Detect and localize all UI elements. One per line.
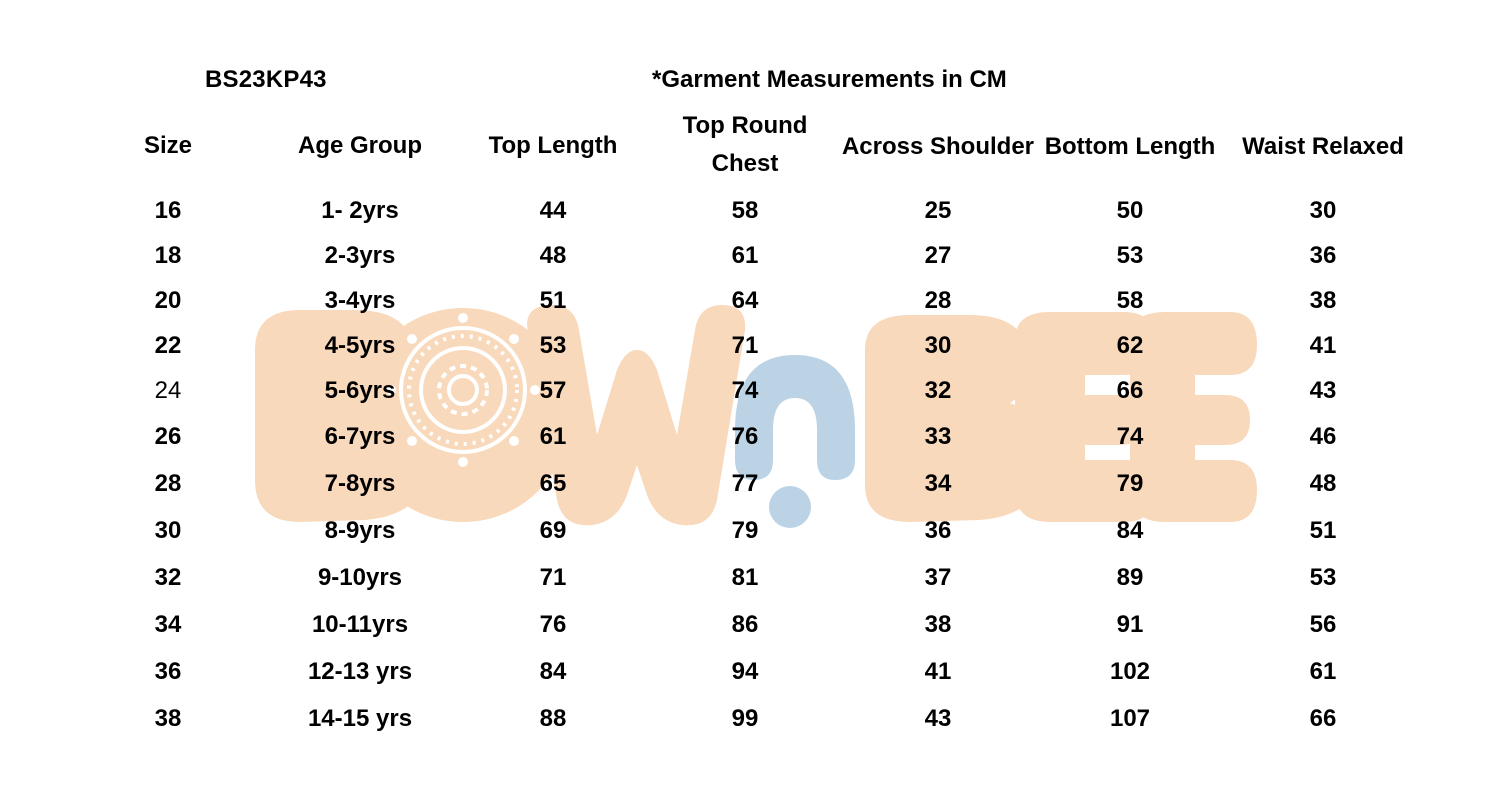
table-cell: 57 <box>539 377 567 404</box>
table-cell: 14-15 yrs <box>307 705 413 732</box>
table-cell: 36 <box>924 517 952 544</box>
table-cell: 33 <box>924 423 952 450</box>
table-cell: 5-6yrs <box>324 377 396 404</box>
table-cell: 34 <box>154 611 182 638</box>
column-header-top-round-chest: Top Round Chest <box>682 112 808 177</box>
table-cell: 28 <box>924 287 952 314</box>
table-cell: 30 <box>924 332 952 359</box>
table-cell: 24 <box>154 377 182 404</box>
table-cell: 25 <box>924 197 952 224</box>
table-cell: 30 <box>154 517 182 544</box>
table-cell: 10-11yrs <box>311 611 409 638</box>
table-cell: 61 <box>731 242 759 269</box>
column-header-size: Size <box>143 132 193 159</box>
table-cell: 58 <box>1116 287 1144 314</box>
table-cell: 91 <box>1116 611 1144 638</box>
table-cell: 88 <box>539 705 567 732</box>
table-cell: 76 <box>731 423 759 450</box>
table-cell: 79 <box>731 517 759 544</box>
table-cell: 20 <box>154 287 182 314</box>
table-cell: 36 <box>154 658 182 685</box>
table-cell: 1- 2yrs <box>321 197 399 224</box>
table-cell: 61 <box>539 423 567 450</box>
table-cell: 79 <box>1116 470 1144 497</box>
table-cell: 84 <box>539 658 567 685</box>
table-cell: 81 <box>731 564 759 591</box>
table-cell: 7-8yrs <box>324 470 396 497</box>
table-cell: 65 <box>539 470 567 497</box>
table-cell: 9-10yrs <box>317 564 403 591</box>
table-cell: 53 <box>1309 564 1337 591</box>
table-cell: 8-9yrs <box>324 517 396 544</box>
table-cell: 41 <box>924 658 952 685</box>
column-header-waist-relaxed: Waist Relaxed <box>1242 133 1404 160</box>
table-cell: 71 <box>731 332 759 359</box>
table-cell: 84 <box>1116 517 1144 544</box>
table-cell: 12-13 yrs <box>307 658 413 685</box>
measurement-unit-note: *Garment Measurements in CM <box>652 66 1007 93</box>
table-cell: 86 <box>731 611 759 638</box>
table-cell: 51 <box>539 287 567 314</box>
table-cell: 46 <box>1309 423 1337 450</box>
table-cell: 30 <box>1309 197 1337 224</box>
table-cell: 53 <box>539 332 567 359</box>
style-code: BS23KP43 <box>205 66 327 93</box>
table-cell: 4-5yrs <box>324 332 396 359</box>
table-cell: 16 <box>154 197 182 224</box>
table-cell: 3-4yrs <box>324 287 396 314</box>
table-cell: 44 <box>539 197 567 224</box>
table-cell: 38 <box>924 611 952 638</box>
table-cell: 6-7yrs <box>324 423 396 450</box>
table-cell: 34 <box>924 470 952 497</box>
column-header-age-group: Age Group <box>298 132 422 159</box>
bownbee-watermark-logo <box>255 305 1257 528</box>
table-cell: 48 <box>539 242 567 269</box>
table-cell: 58 <box>731 197 759 224</box>
table-cell: 43 <box>924 705 952 732</box>
table-cell: 48 <box>1309 470 1337 497</box>
table-cell: 56 <box>1309 611 1337 638</box>
table-cell: 51 <box>1309 517 1337 544</box>
table-cell: 62 <box>1116 332 1144 359</box>
table-cell: 69 <box>539 517 567 544</box>
table-cell: 32 <box>924 377 952 404</box>
table-cell: 107 <box>1109 705 1151 732</box>
table-cell: 26 <box>154 423 182 450</box>
table-cell: 27 <box>924 242 952 269</box>
column-header-top-length: Top Length <box>488 132 618 159</box>
table-cell: 71 <box>539 564 567 591</box>
table-cell: 76 <box>539 611 567 638</box>
table-cell: 18 <box>154 242 182 269</box>
table-cell: 36 <box>1309 242 1337 269</box>
table-cell: 2-3yrs <box>324 242 396 269</box>
table-cell: 99 <box>731 705 759 732</box>
table-cell: 28 <box>154 470 182 497</box>
table-cell: 64 <box>731 287 759 314</box>
table-cell: 102 <box>1109 658 1151 685</box>
table-cell: 22 <box>154 332 182 359</box>
table-cell: 89 <box>1116 564 1144 591</box>
table-cell: 38 <box>154 705 182 732</box>
table-cell: 32 <box>154 564 182 591</box>
table-cell: 41 <box>1309 332 1337 359</box>
table-cell: 74 <box>1116 423 1144 450</box>
table-cell: 74 <box>731 377 759 404</box>
table-cell: 37 <box>924 564 952 591</box>
table-cell: 43 <box>1309 377 1337 404</box>
table-cell: 38 <box>1309 287 1337 314</box>
table-cell: 66 <box>1116 377 1144 404</box>
table-cell: 66 <box>1309 705 1337 732</box>
table-cell: 61 <box>1309 658 1337 685</box>
table-cell: 50 <box>1116 197 1144 224</box>
table-cell: 53 <box>1116 242 1144 269</box>
column-header-across-shoulder: Across Shoulder <box>841 133 1035 160</box>
table-cell: 77 <box>731 470 759 497</box>
column-header-bottom-length: Bottom Length <box>1044 133 1216 160</box>
table-cell: 94 <box>731 658 759 685</box>
